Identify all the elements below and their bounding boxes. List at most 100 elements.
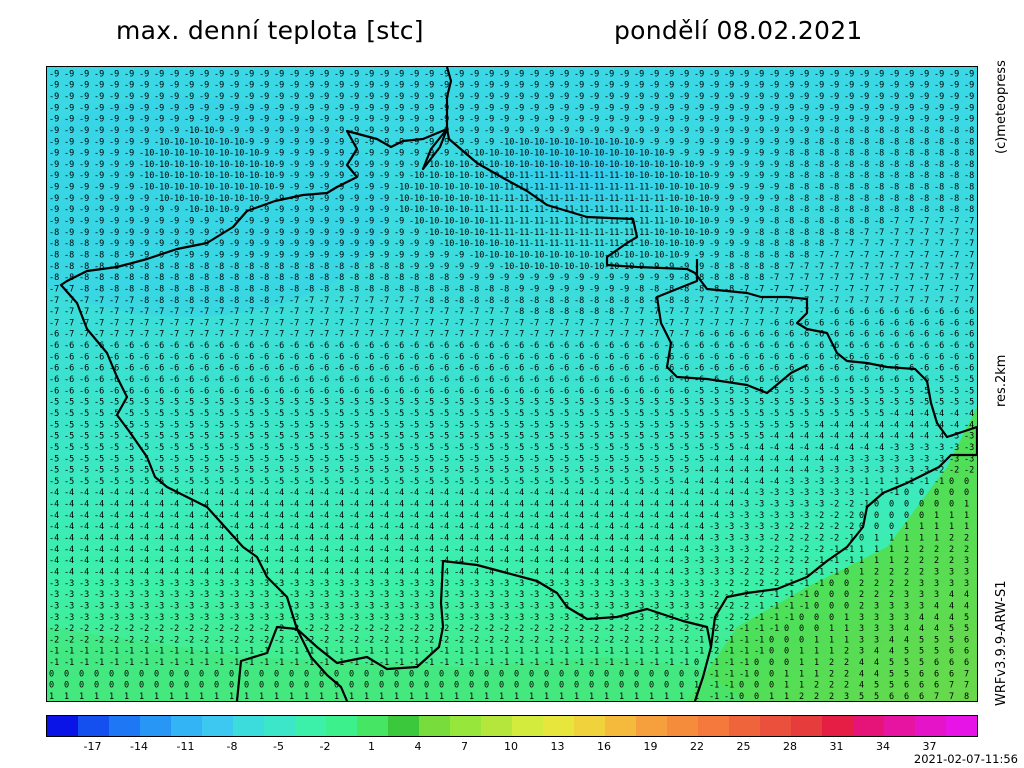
grid-value: -9: [274, 183, 284, 193]
grid-value: -5: [289, 420, 299, 430]
grid-value: -9: [229, 92, 239, 102]
grid-value: -4: [139, 488, 149, 498]
grid-value: -9: [709, 160, 719, 170]
grid-value: -10: [259, 171, 274, 181]
grid-value: 0: [364, 681, 369, 691]
grid-value: -8: [319, 284, 329, 294]
grid-value: -9: [154, 92, 164, 102]
grid-value: -7: [724, 296, 734, 306]
grid-value: -6: [214, 364, 224, 374]
grid-value: 2: [904, 568, 909, 578]
grid-value: -9: [94, 160, 104, 170]
grid-value: -2: [544, 624, 554, 634]
grid-value: -4: [739, 466, 749, 476]
grid-value: -3: [139, 590, 149, 600]
grid-value: -9: [634, 273, 644, 283]
grid-value: -10: [544, 262, 559, 272]
grid-value: -9: [94, 205, 104, 215]
grid-value: 0: [184, 669, 189, 679]
grid-value: -5: [229, 409, 239, 419]
grid-value: -8: [784, 183, 794, 193]
region-border-east: [655, 259, 808, 395]
grid-value: -9: [424, 103, 434, 113]
grid-value: -4: [64, 568, 74, 578]
grid-value: -9: [724, 239, 734, 249]
grid-value: -5: [244, 477, 254, 487]
grid-value: -9: [139, 217, 149, 227]
grid-value: 3: [964, 568, 969, 578]
grid-value: -2: [769, 556, 779, 566]
grid-value: -8: [304, 284, 314, 294]
grid-value: -11: [484, 194, 499, 204]
grid-value: -6: [559, 386, 569, 396]
grid-value: -1: [889, 477, 899, 487]
grid-value: -6: [829, 307, 839, 317]
grid-value: -6: [94, 352, 104, 362]
grid-value: -6: [94, 364, 104, 374]
grid-value: -3: [499, 590, 509, 600]
grid-value: -5: [379, 420, 389, 430]
grid-value: -9: [424, 251, 434, 261]
grid-value: -5: [199, 454, 209, 464]
grid-value: -7: [544, 330, 554, 340]
grid-value: -4: [829, 432, 839, 442]
grid-value: -1: [259, 658, 269, 668]
grid-value: -7: [889, 217, 899, 227]
grid-value: -3: [799, 511, 809, 521]
grid-value: -1: [364, 647, 374, 657]
grid-value: -7: [859, 262, 869, 272]
grid-value: 2: [859, 601, 864, 611]
grid-value: -7: [709, 296, 719, 306]
grid-value: -3: [559, 579, 569, 589]
grid-value: -4: [49, 488, 59, 498]
grid-value: -8: [604, 296, 614, 306]
grid-value: -11: [574, 205, 589, 215]
grid-value: 1: [934, 534, 939, 544]
grid-value: -4: [904, 409, 914, 419]
grid-value: -9: [394, 126, 404, 136]
grid-value: -6: [214, 341, 224, 351]
grid-value: -8: [484, 296, 494, 306]
grid-value: -8: [799, 171, 809, 181]
grid-value: -4: [214, 488, 224, 498]
grid-value: -4: [514, 500, 524, 510]
resolution-label: res.2km: [994, 354, 1009, 407]
grid-value: -9: [394, 92, 404, 102]
grid-value: -10: [649, 183, 664, 193]
grid-value: -7: [709, 307, 719, 317]
grid-value: -1: [724, 681, 734, 691]
grid-value: -8: [964, 160, 974, 170]
grid-value: -8: [694, 284, 704, 294]
grid-value: -6: [559, 352, 569, 362]
grid-value: -8: [919, 137, 929, 147]
grid-value: -9: [394, 81, 404, 91]
grid-value: -9: [124, 137, 134, 147]
grid-value: -5: [199, 466, 209, 476]
grid-value: -4: [649, 488, 659, 498]
grid-value: -3: [229, 590, 239, 600]
grid-value: -2: [739, 556, 749, 566]
grid-value: -9: [874, 92, 884, 102]
grid-value: 0: [829, 590, 834, 600]
grid-value: -10: [394, 194, 409, 204]
grid-value: -6: [754, 341, 764, 351]
grid-value: 0: [394, 681, 399, 691]
grid-value: -10: [229, 194, 244, 204]
grid-value: -9: [679, 137, 689, 147]
grid-value: -5: [349, 398, 359, 408]
grid-value: 1: [169, 692, 174, 701]
grid-value: 0: [319, 681, 324, 691]
color-scale-tick-label: 22: [690, 740, 704, 753]
grid-value: 2: [919, 545, 924, 555]
grid-value: -8: [739, 273, 749, 283]
grid-value: -5: [604, 420, 614, 430]
grid-value: -2: [829, 534, 839, 544]
grid-value: -5: [364, 432, 374, 442]
grid-value: -9: [574, 284, 584, 294]
grid-value: -6: [529, 364, 539, 374]
grid-value: -3: [544, 579, 554, 589]
grid-value: -10: [184, 205, 199, 215]
grid-value: 2: [874, 579, 879, 589]
grid-value: -2: [199, 624, 209, 634]
color-scale-ticks: -17 -14 -11 -8 -5 -2 1 4 7 10 13 16 19 22 25 28 31 34 37: [46, 740, 976, 756]
